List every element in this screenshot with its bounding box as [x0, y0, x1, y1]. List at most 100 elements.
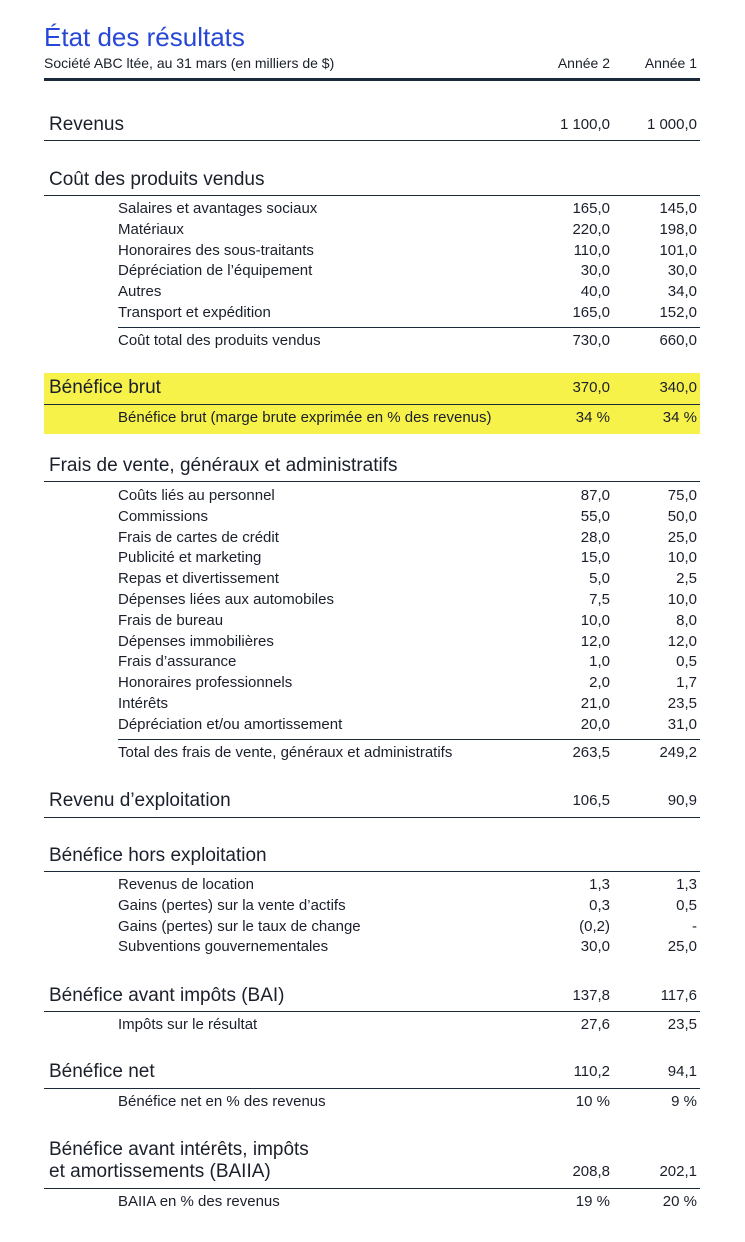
cpv-total-row: Coût total des produits vendus 730,0 660,0: [0, 331, 745, 351]
sga-item-row: Dépréciation et/ou amortissement 20,0 31,0: [0, 715, 745, 735]
col-header-year2: Année 2: [557, 55, 610, 71]
value-year2: 19 %: [575, 1193, 610, 1210]
cpv-item-row: Salaires et avantages sociaux 165,0 145,0: [0, 199, 745, 219]
ebitda-row: Bénéfice avant intérêts, impôts et amorti…: [0, 1138, 745, 1182]
row-label: Salaires et avantages sociaux: [118, 200, 318, 217]
revenus-row: Revenus 1 100,0 1 000,0: [0, 113, 745, 137]
row-label: Dépenses liées aux automobiles: [118, 591, 334, 608]
sga-item-row: Coûts liés au personnel 87,0 75,0: [0, 486, 745, 506]
value-year1: 117,6: [660, 987, 697, 1004]
value-year1: 23,5: [667, 1016, 697, 1033]
sga-item-row: Frais de cartes de crédit 28,0 25,0: [0, 528, 745, 548]
value-year2: 30,0: [580, 262, 610, 280]
row-label: Frais d’assurance: [118, 653, 237, 671]
value-year1: -: [692, 917, 697, 935]
value-year2: 15,0: [580, 549, 610, 567]
sga-item-row: Honoraires professionnels 2,0 1,7: [0, 673, 745, 693]
row-label: Autres: [118, 283, 162, 301]
value-year2: 10,0: [580, 611, 610, 629]
value-year2: 21,0: [580, 695, 610, 712]
value-year1: 25,0: [667, 938, 697, 956]
row-label: Bénéfice net: [49, 1061, 155, 1082]
value-year1: 660,0: [659, 332, 697, 349]
value-year1: 12,0: [667, 632, 697, 650]
row-label: Dépenses immobilières: [118, 632, 274, 650]
value-year1: 198,0: [659, 220, 697, 238]
non-operating-item-row: Subventions gouvernementales 30,0 25,0: [0, 937, 745, 957]
row-label: Bénéfice net en % des revenus: [118, 1093, 326, 1110]
non-operating-item-row: Gains (pertes) sur la vente d’actifs 0,3 0…: [0, 896, 745, 916]
value-year2: 10 %: [575, 1093, 610, 1110]
value-year2: 370,0: [572, 379, 610, 396]
row-label: Intérêts: [118, 695, 169, 712]
value-year1: 340,0: [659, 379, 697, 396]
row-label: Dépréciation et/ou amortissement: [118, 715, 343, 733]
value-year2: 1,3: [589, 876, 610, 893]
value-year2: 27,6: [580, 1016, 610, 1033]
row-label: Total des frais de vente, généraux et ad…: [118, 744, 453, 761]
value-year1: 94,1: [667, 1063, 697, 1080]
value-year1: 25,0: [667, 528, 697, 546]
divider: [44, 195, 700, 196]
value-year2: 165,0: [572, 200, 610, 217]
cpv-item-row: Autres 40,0 34,0: [0, 282, 745, 302]
row-label: Revenus: [49, 114, 124, 135]
cpv-item-row: Dépréciation de l’équipement 30,0 30,0: [0, 261, 745, 281]
value-year1: 23,5: [667, 695, 697, 712]
divider: [44, 481, 700, 482]
cpv-item-row: Honoraires des sous-traitants 110,0 101,0: [0, 241, 745, 261]
value-year2: 20,0: [580, 715, 610, 733]
row-label: Publicité et marketing: [118, 549, 262, 567]
value-year1: 101,0: [659, 241, 697, 259]
value-year1: 8,0: [676, 611, 697, 629]
sga-item-row: Frais de bureau 10,0 8,0: [0, 611, 745, 631]
value-year1: 0,5: [676, 653, 697, 671]
cpv-item-row: Matériaux 220,0 198,0: [0, 220, 745, 240]
sga-row: Frais de vente, généraux et administrati…: [0, 454, 745, 478]
value-year2: 0,3: [589, 896, 610, 914]
col-header-year1: Année 1: [644, 55, 697, 71]
value-year2: 165,0: [572, 304, 610, 321]
divider: [118, 327, 700, 328]
value-year1: 2,5: [676, 570, 697, 588]
sga-item-row: Dépenses liées aux automobiles 7,5 10,0: [0, 590, 745, 610]
sga-item-row: Repas et divertissement 5,0 2,5: [0, 569, 745, 589]
value-year2: 2,0: [589, 674, 610, 692]
sga-item-row: Publicité et marketing 15,0 10,0: [0, 548, 745, 568]
value-year2: 106,5: [572, 792, 610, 809]
non-operating-item-row: Gains (pertes) sur le taux de change (0,2…: [0, 917, 745, 937]
value-year2: (0,2): [579, 917, 610, 935]
value-year2: 110,2: [573, 1063, 610, 1080]
divider: [118, 739, 700, 740]
row-label: Commissions: [118, 507, 209, 525]
value-year1: 20 %: [662, 1193, 697, 1210]
value-year1: 34,0: [667, 283, 697, 301]
value-year1: 145,0: [659, 200, 697, 217]
value-year2: 7,5: [589, 591, 610, 608]
value-year2: 30,0: [580, 938, 610, 956]
value-year1: 75,0: [667, 487, 697, 504]
row-label: Honoraires professionnels: [118, 674, 293, 692]
sga-total-row: Total des frais de vente, généraux et ad…: [0, 743, 745, 763]
sga-item-row: Dépenses immobilières 12,0 12,0: [0, 632, 745, 652]
net-margin-row: Bénéfice net en % des revenus 10 % 9 %: [0, 1092, 745, 1112]
value-year1: 249,2: [659, 744, 697, 761]
value-year1: 202,1: [659, 1163, 697, 1180]
row-label: Bénéfice brut (marge brute exprimée en %…: [118, 409, 492, 426]
value-year2: 1 100,0: [559, 116, 610, 133]
value-year2: 40,0: [580, 283, 610, 301]
divider: [44, 78, 700, 81]
ebitda-margin-row: BAIIA en % des revenus 19 % 20 %: [0, 1192, 745, 1212]
value-year2: 110,0: [573, 241, 610, 259]
row-label: Gains (pertes) sur le taux de change: [118, 917, 361, 935]
divider: [44, 140, 700, 141]
row-label: Revenu d’exploitation: [49, 790, 231, 811]
value-year2: 5,0: [589, 570, 610, 588]
row-label: Transport et expédition: [118, 304, 271, 321]
operating-income-row: Revenu d’exploitation 106,5 90,9: [0, 789, 745, 813]
ebt-row: Bénéfice avant impôts (BAI) 137,8 117,6: [0, 984, 745, 1008]
sga-item-row: Intérêts 21,0 23,5: [0, 694, 745, 714]
row-label: Bénéfice avant intérêts, impôts: [49, 1139, 309, 1160]
value-year1: 31,0: [667, 715, 697, 733]
cpv-item-row: Transport et expédition 165,0 152,0: [0, 303, 745, 323]
